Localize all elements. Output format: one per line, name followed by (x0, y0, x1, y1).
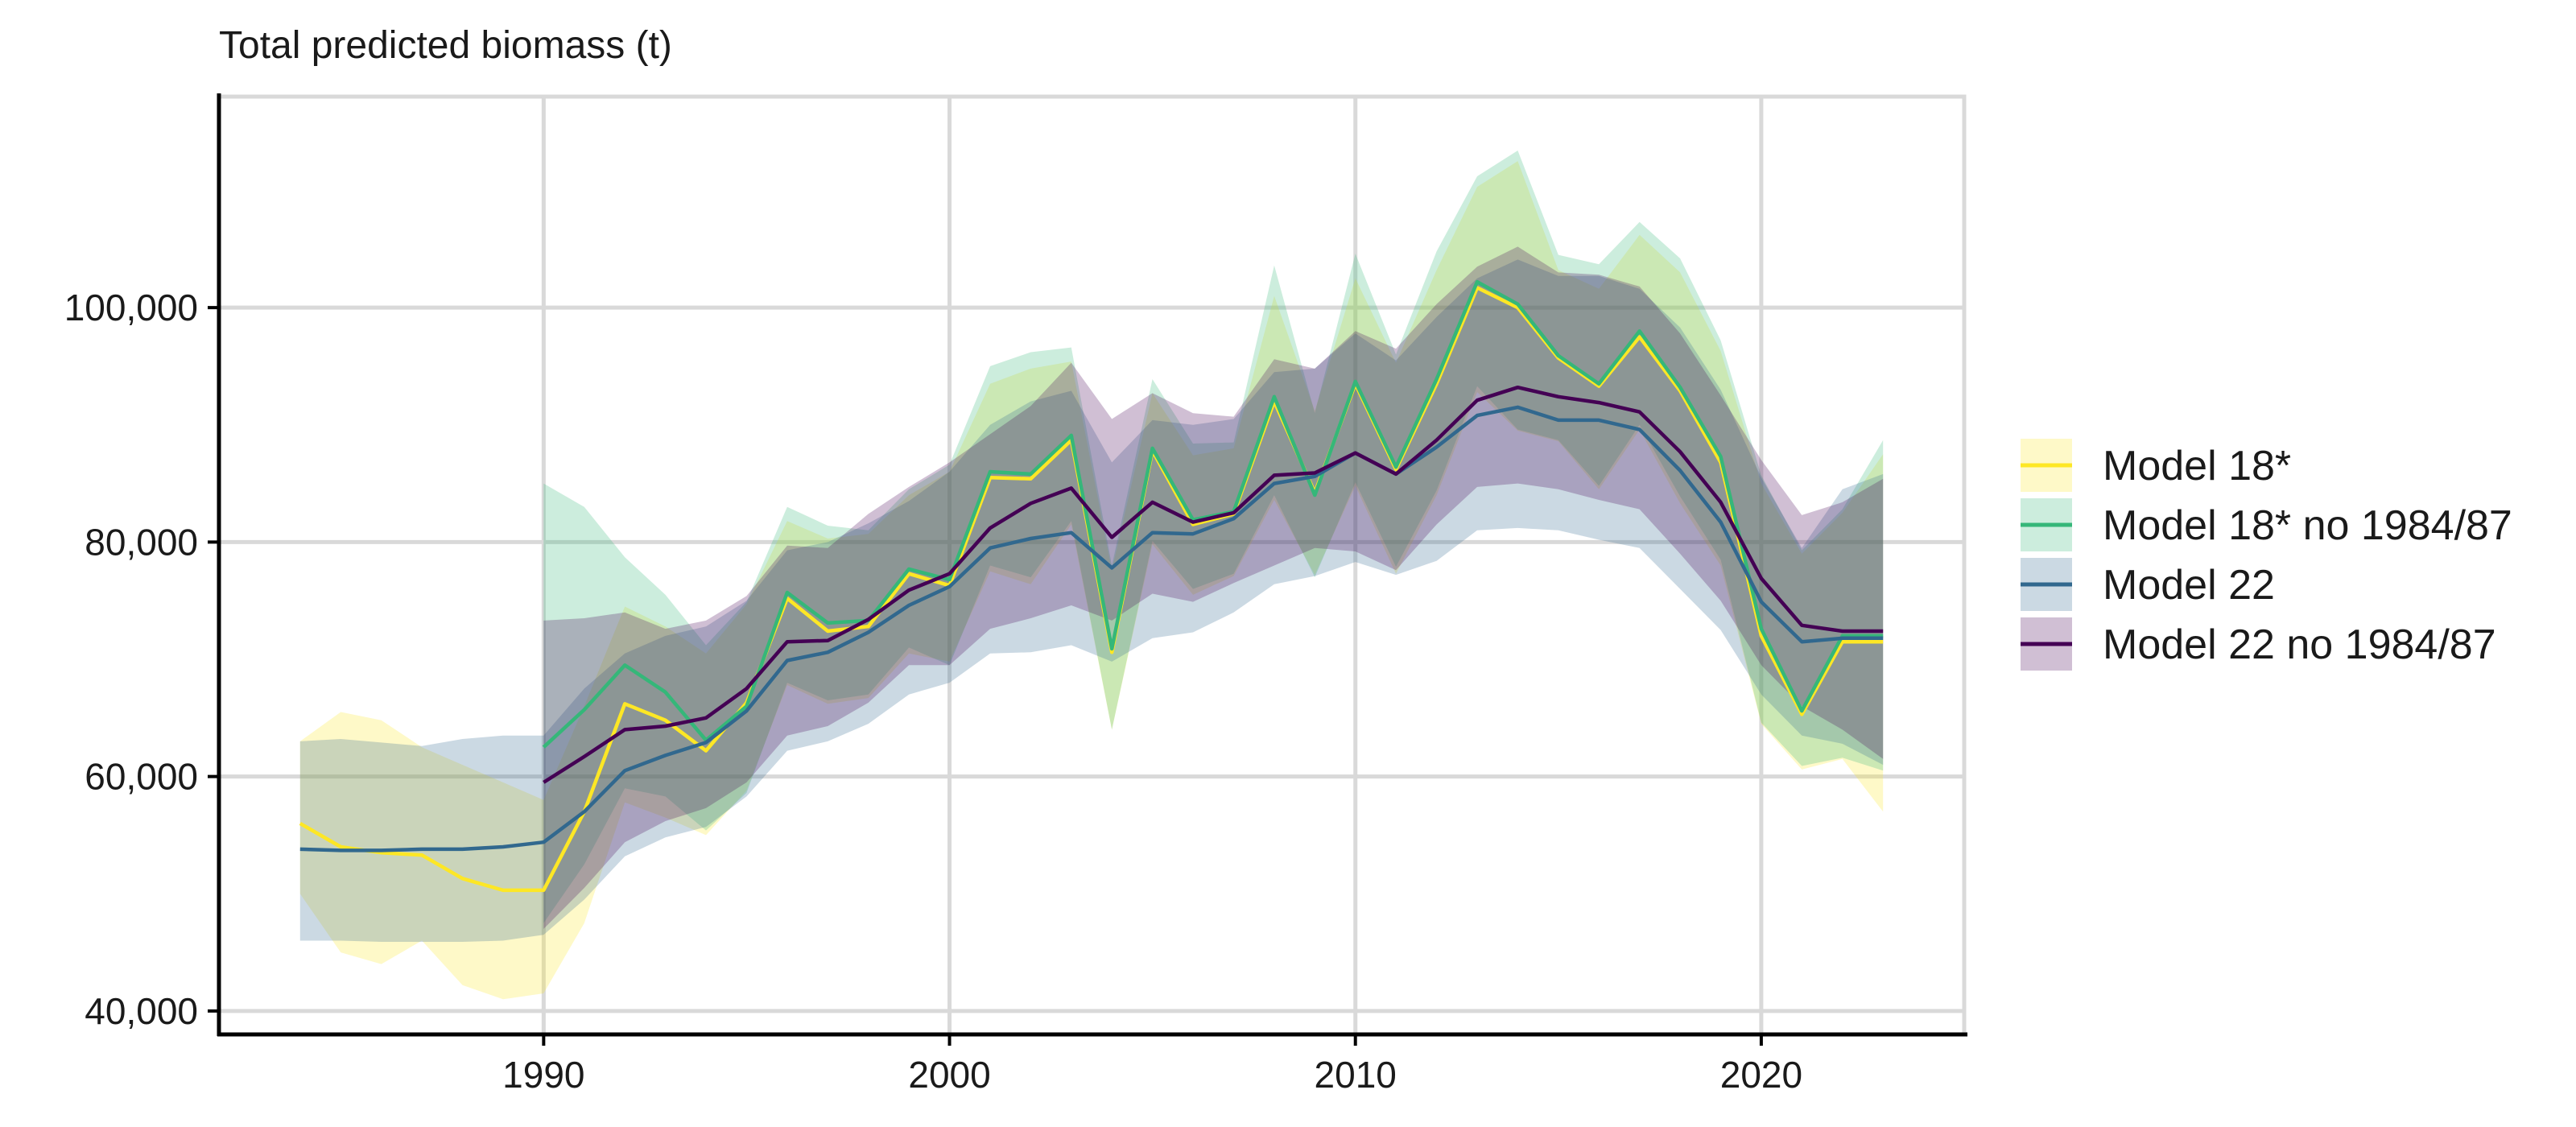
legend: Model 18* Model 18* no 1984/87 Model 22 Mod… (2021, 439, 2512, 671)
x-axis-ticks: 1990 2000 2010 2020 (502, 1034, 1802, 1096)
legend-label: Model 22 (2103, 562, 2275, 609)
y-tick-label: 60,000 (85, 756, 198, 798)
y-tick-label: 100,000 (64, 287, 198, 328)
x-tick-label: 2000 (908, 1054, 990, 1096)
x-tick-label: 2010 (1315, 1054, 1397, 1096)
legend-label: Model 18* (2103, 443, 2291, 489)
series-lines (299, 279, 1884, 893)
legend-label: Model 22 no 1984/87 (2103, 621, 2496, 668)
x-tick-label: 1990 (502, 1054, 584, 1096)
legend-label: Model 18* no 1984/87 (2103, 502, 2512, 549)
series-line (543, 385, 1884, 784)
y-tick-label: 40,000 (85, 990, 198, 1032)
axes (217, 93, 1967, 1037)
y-axis-title: Total predicted biomass (t) (219, 24, 672, 67)
series-line (299, 405, 1884, 852)
y-tick-label: 80,000 (85, 521, 198, 563)
x-tick-label: 2020 (1720, 1054, 1802, 1096)
y-axis-ticks: 40,000 60,000 80,000 100,000 (64, 287, 219, 1032)
confidence-band (299, 161, 1884, 1000)
confidence-band (299, 259, 1884, 942)
